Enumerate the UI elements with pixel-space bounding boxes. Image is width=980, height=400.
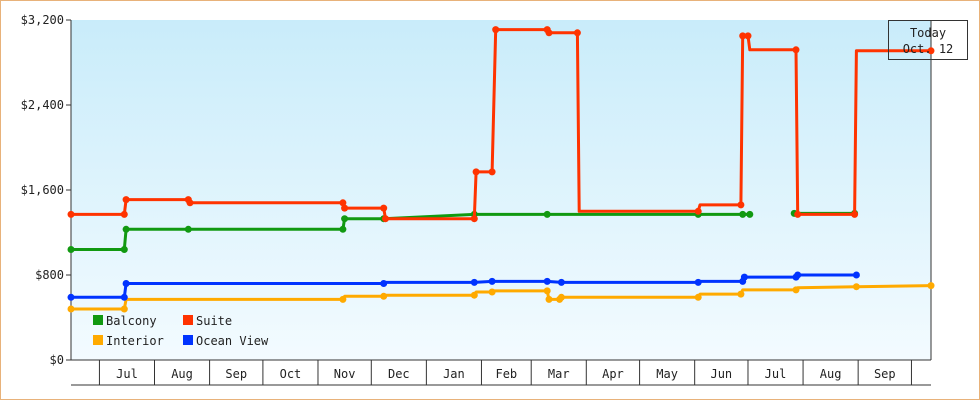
ocean-view-point xyxy=(694,278,702,286)
balcony-point xyxy=(122,225,130,233)
x-tick-label: Jul xyxy=(116,367,138,381)
x-tick-label: May xyxy=(656,367,678,381)
suite-point xyxy=(744,32,752,40)
x-tick-label: Feb xyxy=(495,367,517,381)
y-tick-label: $2,400 xyxy=(21,98,64,112)
x-tick-label: Oct xyxy=(280,367,302,381)
interior-point xyxy=(792,286,800,294)
suite-point xyxy=(739,32,747,40)
suite-point xyxy=(792,46,800,54)
suite-point xyxy=(380,204,388,212)
interior-point xyxy=(543,287,551,295)
suite-point xyxy=(339,199,347,207)
suite-point xyxy=(472,168,480,176)
suite-point xyxy=(488,168,496,176)
legend-label-balcony: Balcony xyxy=(106,314,157,328)
x-tick-label: Jun xyxy=(710,367,732,381)
x-tick-label: Sep xyxy=(225,367,247,381)
ocean-view-point xyxy=(122,280,130,287)
y-axis: $0 $800 $1,600 $2,400 $3,200 xyxy=(21,13,932,367)
legend-label-interior: Interior xyxy=(106,334,164,348)
interior-point xyxy=(852,283,860,291)
ocean-view-point xyxy=(740,273,748,281)
suite-point xyxy=(573,29,581,37)
legend-swatch-interior xyxy=(93,335,103,345)
suite-point xyxy=(794,210,802,218)
ocean-view-point xyxy=(120,293,128,301)
x-tick-label: Aug xyxy=(820,367,842,381)
legend-swatch-balcony xyxy=(93,315,103,325)
interior-point xyxy=(545,295,553,303)
ocean-view-point xyxy=(543,277,551,285)
suite-point xyxy=(737,201,745,209)
ocean-view-point xyxy=(794,271,802,279)
x-tick-label: Jul xyxy=(765,367,787,381)
x-tick-label: Aug xyxy=(171,367,193,381)
suite-point xyxy=(851,210,859,218)
x-axis: Jul Aug Sep Oct Nov Dec Jan Feb Mar Apr May Jun Jul A… xyxy=(71,359,931,386)
suite-point xyxy=(120,210,128,218)
legend-swatch-suite xyxy=(183,315,193,325)
ocean-view-point xyxy=(557,278,565,286)
y-tick-label: $3,200 xyxy=(21,13,64,27)
suite-point xyxy=(67,210,75,218)
balcony-point xyxy=(120,246,128,253)
suite-point xyxy=(122,196,130,204)
ocean-view-point xyxy=(470,278,478,286)
balcony-point xyxy=(341,215,349,223)
suite-point xyxy=(545,29,553,37)
series-layer xyxy=(67,26,935,313)
interior-point xyxy=(67,305,75,313)
ocean-view-point xyxy=(852,271,860,279)
suite-point xyxy=(470,215,478,223)
ocean-view-line xyxy=(71,273,857,299)
balcony-point xyxy=(184,225,192,233)
interior-point xyxy=(120,305,128,313)
y-tick-label: $0 xyxy=(50,353,64,367)
plot-area xyxy=(71,20,931,360)
suite-point xyxy=(694,207,702,215)
interior-point xyxy=(470,291,478,299)
interior-point xyxy=(488,288,496,296)
interior-point xyxy=(339,295,347,303)
x-tick-label: Apr xyxy=(602,367,624,381)
today-label: Today xyxy=(909,26,947,40)
balcony-point xyxy=(543,210,551,218)
legend-label-ocean-view: Ocean View xyxy=(196,334,269,348)
balcony-point xyxy=(739,210,747,218)
interior-point xyxy=(694,293,702,301)
x-tick-label: Mar xyxy=(548,367,570,381)
legend-label-suite: Suite xyxy=(196,314,232,328)
interior-point xyxy=(380,292,388,300)
interior-point xyxy=(557,293,565,301)
suite-point xyxy=(341,204,349,212)
balcony-point xyxy=(67,246,75,253)
suite-point xyxy=(927,47,935,55)
ocean-view-point xyxy=(380,280,388,287)
x-tick-label: Jan xyxy=(443,367,465,381)
today-label-box: Today Oct. 12 xyxy=(888,20,968,60)
balcony-point xyxy=(339,225,347,233)
legend: Balcony Suite Interior Ocean View xyxy=(93,314,269,348)
suite-point xyxy=(382,215,389,223)
interior-point xyxy=(737,290,745,298)
interior-point xyxy=(927,282,935,290)
y-tick-label: $800 xyxy=(35,268,64,282)
ocean-view-point xyxy=(67,293,75,301)
x-tick-label: Nov xyxy=(334,367,356,381)
ocean-view-point xyxy=(488,277,496,285)
suite-point xyxy=(186,199,194,207)
legend-swatch-ocean-view xyxy=(183,335,193,345)
y-tick-label: $1,600 xyxy=(21,183,64,197)
x-tick-label: Dec xyxy=(388,367,410,381)
suite-point xyxy=(492,26,500,34)
x-tick-label: Sep xyxy=(874,367,896,381)
balcony-point xyxy=(746,210,754,218)
today-date: Oct. 12 xyxy=(902,42,954,56)
